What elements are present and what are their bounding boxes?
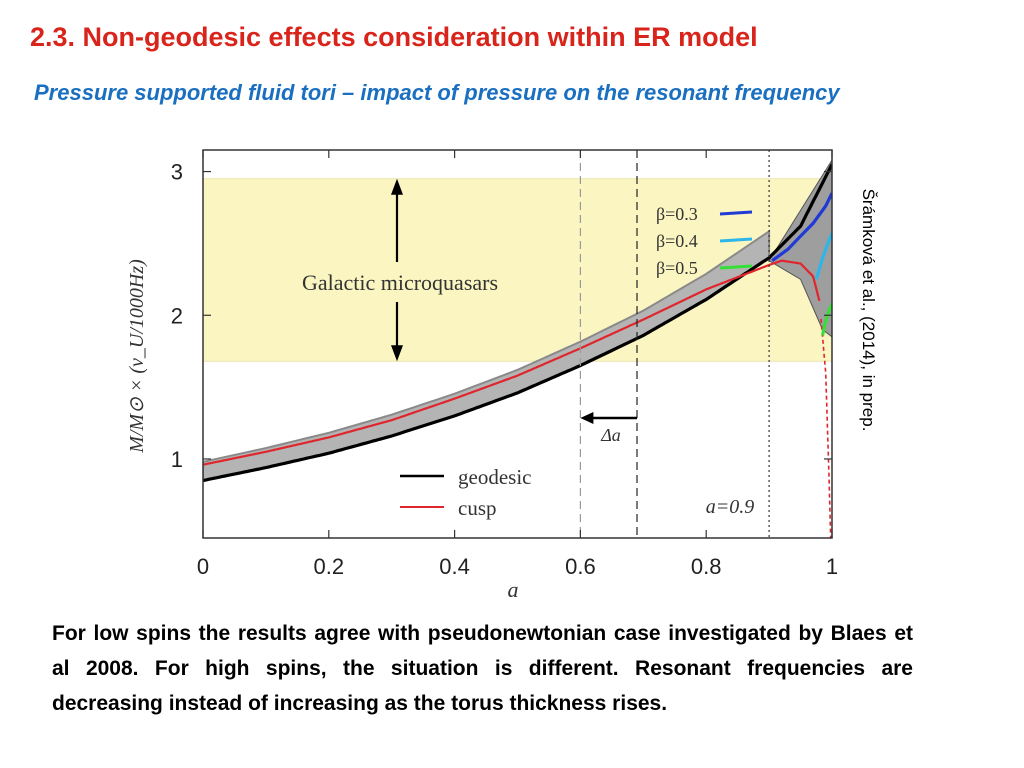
geodesic-line [203, 163, 832, 483]
beta-legend-0-swatch [719, 210, 753, 216]
legend-geodesic-label: geodesic [458, 465, 531, 489]
beta-legend-1-swatch [719, 237, 753, 243]
band-label: Galactic microquasars [302, 270, 498, 295]
beta-0-4-line [814, 232, 832, 280]
x-tick-label-5: 1 [826, 554, 838, 579]
x-tick-label-3: 0.6 [565, 554, 596, 579]
beta-legend-1-label: β=0.4 [656, 231, 698, 251]
beta-0-5-line [821, 303, 832, 336]
x-tick-label-2: 0.4 [439, 554, 470, 579]
plot-frame [202, 149, 833, 539]
beta-legend-2-label: β=0.5 [656, 258, 698, 278]
x-tick-label-0: 0 [197, 554, 209, 579]
delta-a-label: Δa [600, 425, 621, 445]
band-arrow-up-head [391, 178, 403, 195]
y-tick-label-2: 3 [171, 160, 183, 185]
slide-title: 2.3. Non-geodesic effects consideration … [30, 22, 758, 52]
cusp-line [203, 259, 821, 466]
y-axis-title: M/M⊙ × (ν_U/1000Hz) [126, 259, 148, 454]
delta-a-arrow-head [580, 412, 594, 424]
y-tick-label-1: 2 [171, 303, 183, 328]
credit-text: Šrámková et al., (2014), in prep. [859, 188, 878, 432]
beta-legend-0-label: β=0.3 [656, 204, 698, 224]
vline-a09-label: a=0.9 [706, 496, 755, 518]
beta-legend-2-swatch [719, 264, 753, 270]
x-tick-label-4: 0.8 [691, 554, 722, 579]
cusp-line-dashed [820, 318, 832, 538]
plot-curves [203, 159, 832, 538]
band-arrow-down-head [391, 345, 403, 362]
x-axis-title: a [508, 577, 519, 602]
slide-subtitle: Pressure supported fluid tori – impact o… [34, 80, 840, 105]
x-tick-label-1: 0.2 [314, 554, 345, 579]
beta-0-3-line [771, 192, 832, 262]
y-tick-label-0: 1 [171, 447, 183, 472]
body-text: For low spins the results agree with pse… [52, 622, 913, 715]
legend-cusp-label: cusp [458, 496, 497, 520]
